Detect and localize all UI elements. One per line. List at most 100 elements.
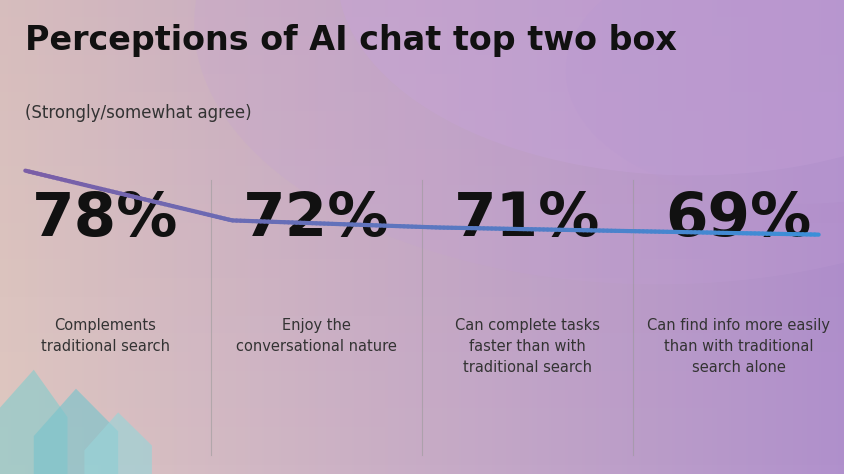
Bar [0,333,844,335]
Bar [737,0,740,474]
Bar [0,300,844,302]
Bar [521,0,523,474]
Bar [597,0,599,474]
Bar [0,158,844,160]
Bar [571,0,574,474]
Bar [813,0,816,474]
Bar [0,406,844,408]
Bar [0,174,844,175]
Bar [529,0,532,474]
Bar [0,345,844,346]
Bar [11,0,14,474]
Bar [0,89,844,90]
Bar [17,0,19,474]
Bar [0,141,844,142]
Bar [0,77,844,79]
Bar [0,284,844,286]
Bar [14,0,17,474]
Bar [0,357,844,359]
Bar [495,0,498,474]
Bar [0,6,844,8]
Bar [0,185,844,186]
Bar [0,373,844,374]
Bar [543,0,546,474]
Bar [0,294,844,295]
Bar [622,0,625,474]
Bar [0,269,844,270]
Bar [0,74,844,76]
Bar [0,123,844,125]
Bar [0,112,844,114]
Bar [0,286,844,288]
Bar [574,0,576,474]
Bar [0,0,844,1]
Bar [0,36,844,38]
Bar [183,0,186,474]
Bar [0,11,844,13]
Bar [403,0,405,474]
Bar [490,0,492,474]
Bar [200,0,203,474]
Bar [293,0,295,474]
Bar [273,0,276,474]
Bar [138,0,141,474]
Bar [481,0,484,474]
Bar [619,0,622,474]
Bar [0,110,844,112]
Bar [0,218,844,219]
Bar [774,0,776,474]
Bar [796,0,799,474]
Bar [0,5,844,6]
Bar [0,461,844,463]
Bar [0,365,844,366]
Bar [0,24,844,25]
Bar [0,392,844,393]
Bar [0,346,844,347]
Bar [656,0,658,474]
Bar [0,66,844,68]
Polygon shape [338,0,844,175]
Bar [0,166,844,167]
Bar [0,422,844,423]
Bar [0,87,844,89]
Bar [397,0,399,474]
Bar [439,0,441,474]
Bar [208,0,211,474]
Bar [464,0,467,474]
Bar [686,0,690,474]
Bar [0,194,844,196]
Bar [146,0,149,474]
Bar [268,0,270,474]
Bar [0,65,844,66]
Bar [836,0,838,474]
Text: 69%: 69% [665,190,812,248]
Bar [349,0,352,474]
Bar [414,0,416,474]
Bar [279,0,281,474]
Bar [0,52,844,54]
Bar [0,250,844,251]
Bar [467,0,470,474]
Bar [388,0,391,474]
Bar [239,0,242,474]
Bar [276,0,279,474]
Bar [751,0,754,474]
Bar [560,0,563,474]
Bar [374,0,377,474]
Bar [0,231,844,232]
Bar [804,0,808,474]
Bar [0,38,844,39]
Bar [0,226,844,228]
Bar [0,16,844,18]
Bar [107,0,110,474]
Bar [166,0,169,474]
Bar [0,338,844,340]
Bar [0,96,844,98]
Bar [599,0,602,474]
Bar [0,330,844,332]
Bar [701,0,703,474]
Bar [48,0,51,474]
Bar [0,128,844,129]
Bar [0,248,844,250]
Bar [377,0,380,474]
